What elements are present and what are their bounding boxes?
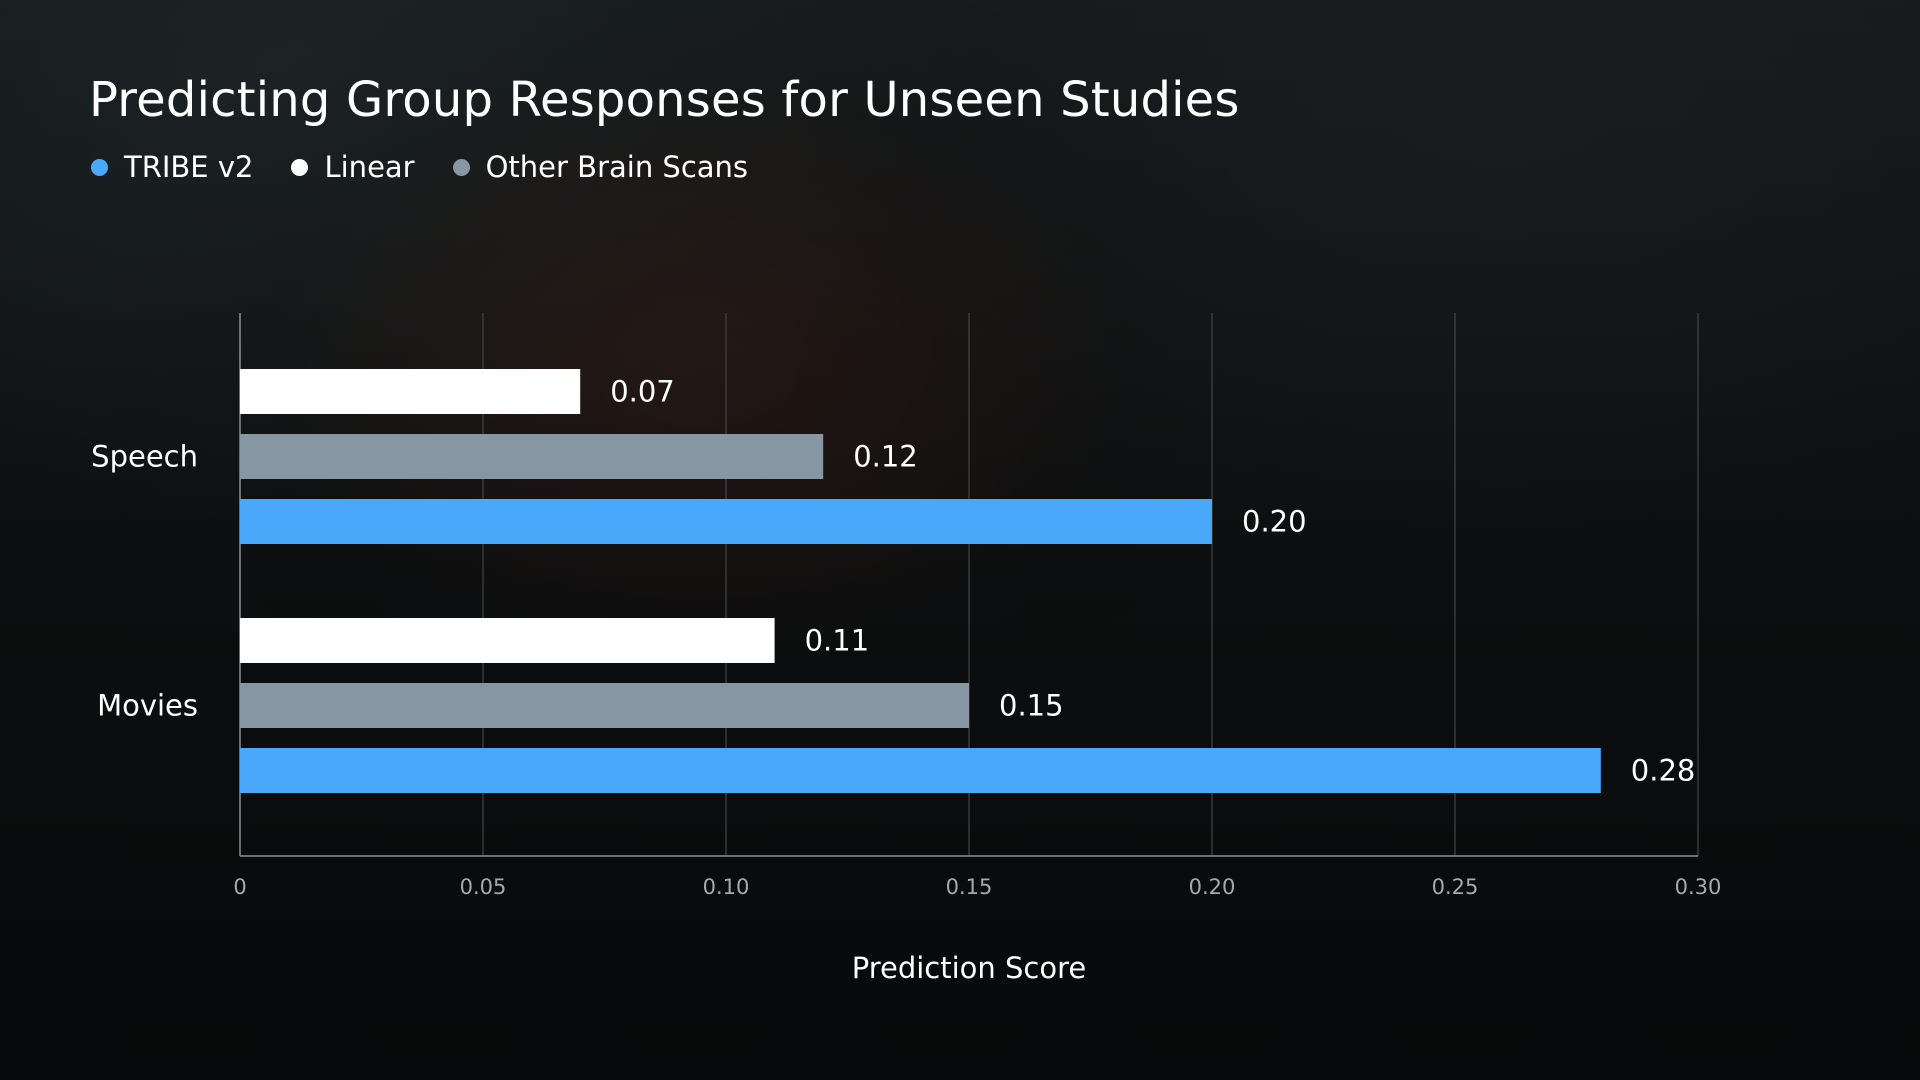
x-tick-label: 0.15	[946, 875, 993, 899]
chart-title: Predicting Group Responses for Unseen St…	[89, 72, 1240, 128]
bar	[240, 748, 1601, 793]
data-label: 0.28	[1631, 754, 1696, 788]
x-tick-label: 0.10	[703, 875, 750, 899]
x-tick-label: 0.20	[1189, 875, 1236, 899]
bar	[240, 369, 581, 414]
x-tick-label: 0	[233, 875, 246, 899]
legend-swatch-tribe-v2	[91, 158, 108, 176]
data-label: 0.20	[1242, 505, 1307, 539]
x-tick-label: 0.25	[1432, 875, 1479, 899]
data-label: 0.15	[999, 689, 1064, 723]
legend-label-other-brain-scans: Other Brain Scans	[485, 150, 749, 184]
category-label: Movies	[97, 689, 198, 723]
legend-item-tribe-v2: TRIBE v2	[91, 150, 253, 184]
x-tick-label: 0.30	[1675, 875, 1722, 899]
legend-swatch-other-brain-scans	[452, 158, 470, 176]
chart-legend: TRIBE v2 Linear Other Brain Scans	[91, 150, 748, 184]
bar	[240, 618, 775, 663]
category-label: Speech	[91, 440, 198, 474]
x-axis-title: Prediction Score	[852, 951, 1087, 985]
legend-item-linear: Linear	[291, 150, 415, 184]
data-label: 0.07	[610, 375, 675, 409]
bar	[240, 499, 1212, 544]
legend-label-tribe-v2: TRIBE v2	[124, 150, 254, 184]
data-label: 0.11	[805, 624, 870, 658]
bar	[240, 683, 969, 728]
legend-label-linear: Linear	[324, 150, 415, 184]
x-tick-label: 0.05	[460, 875, 507, 899]
legend-item-other-brain-scans: Other Brain Scans	[452, 150, 749, 184]
legend-swatch-linear	[291, 158, 309, 176]
bar	[240, 434, 824, 479]
data-label: 0.12	[853, 440, 918, 474]
